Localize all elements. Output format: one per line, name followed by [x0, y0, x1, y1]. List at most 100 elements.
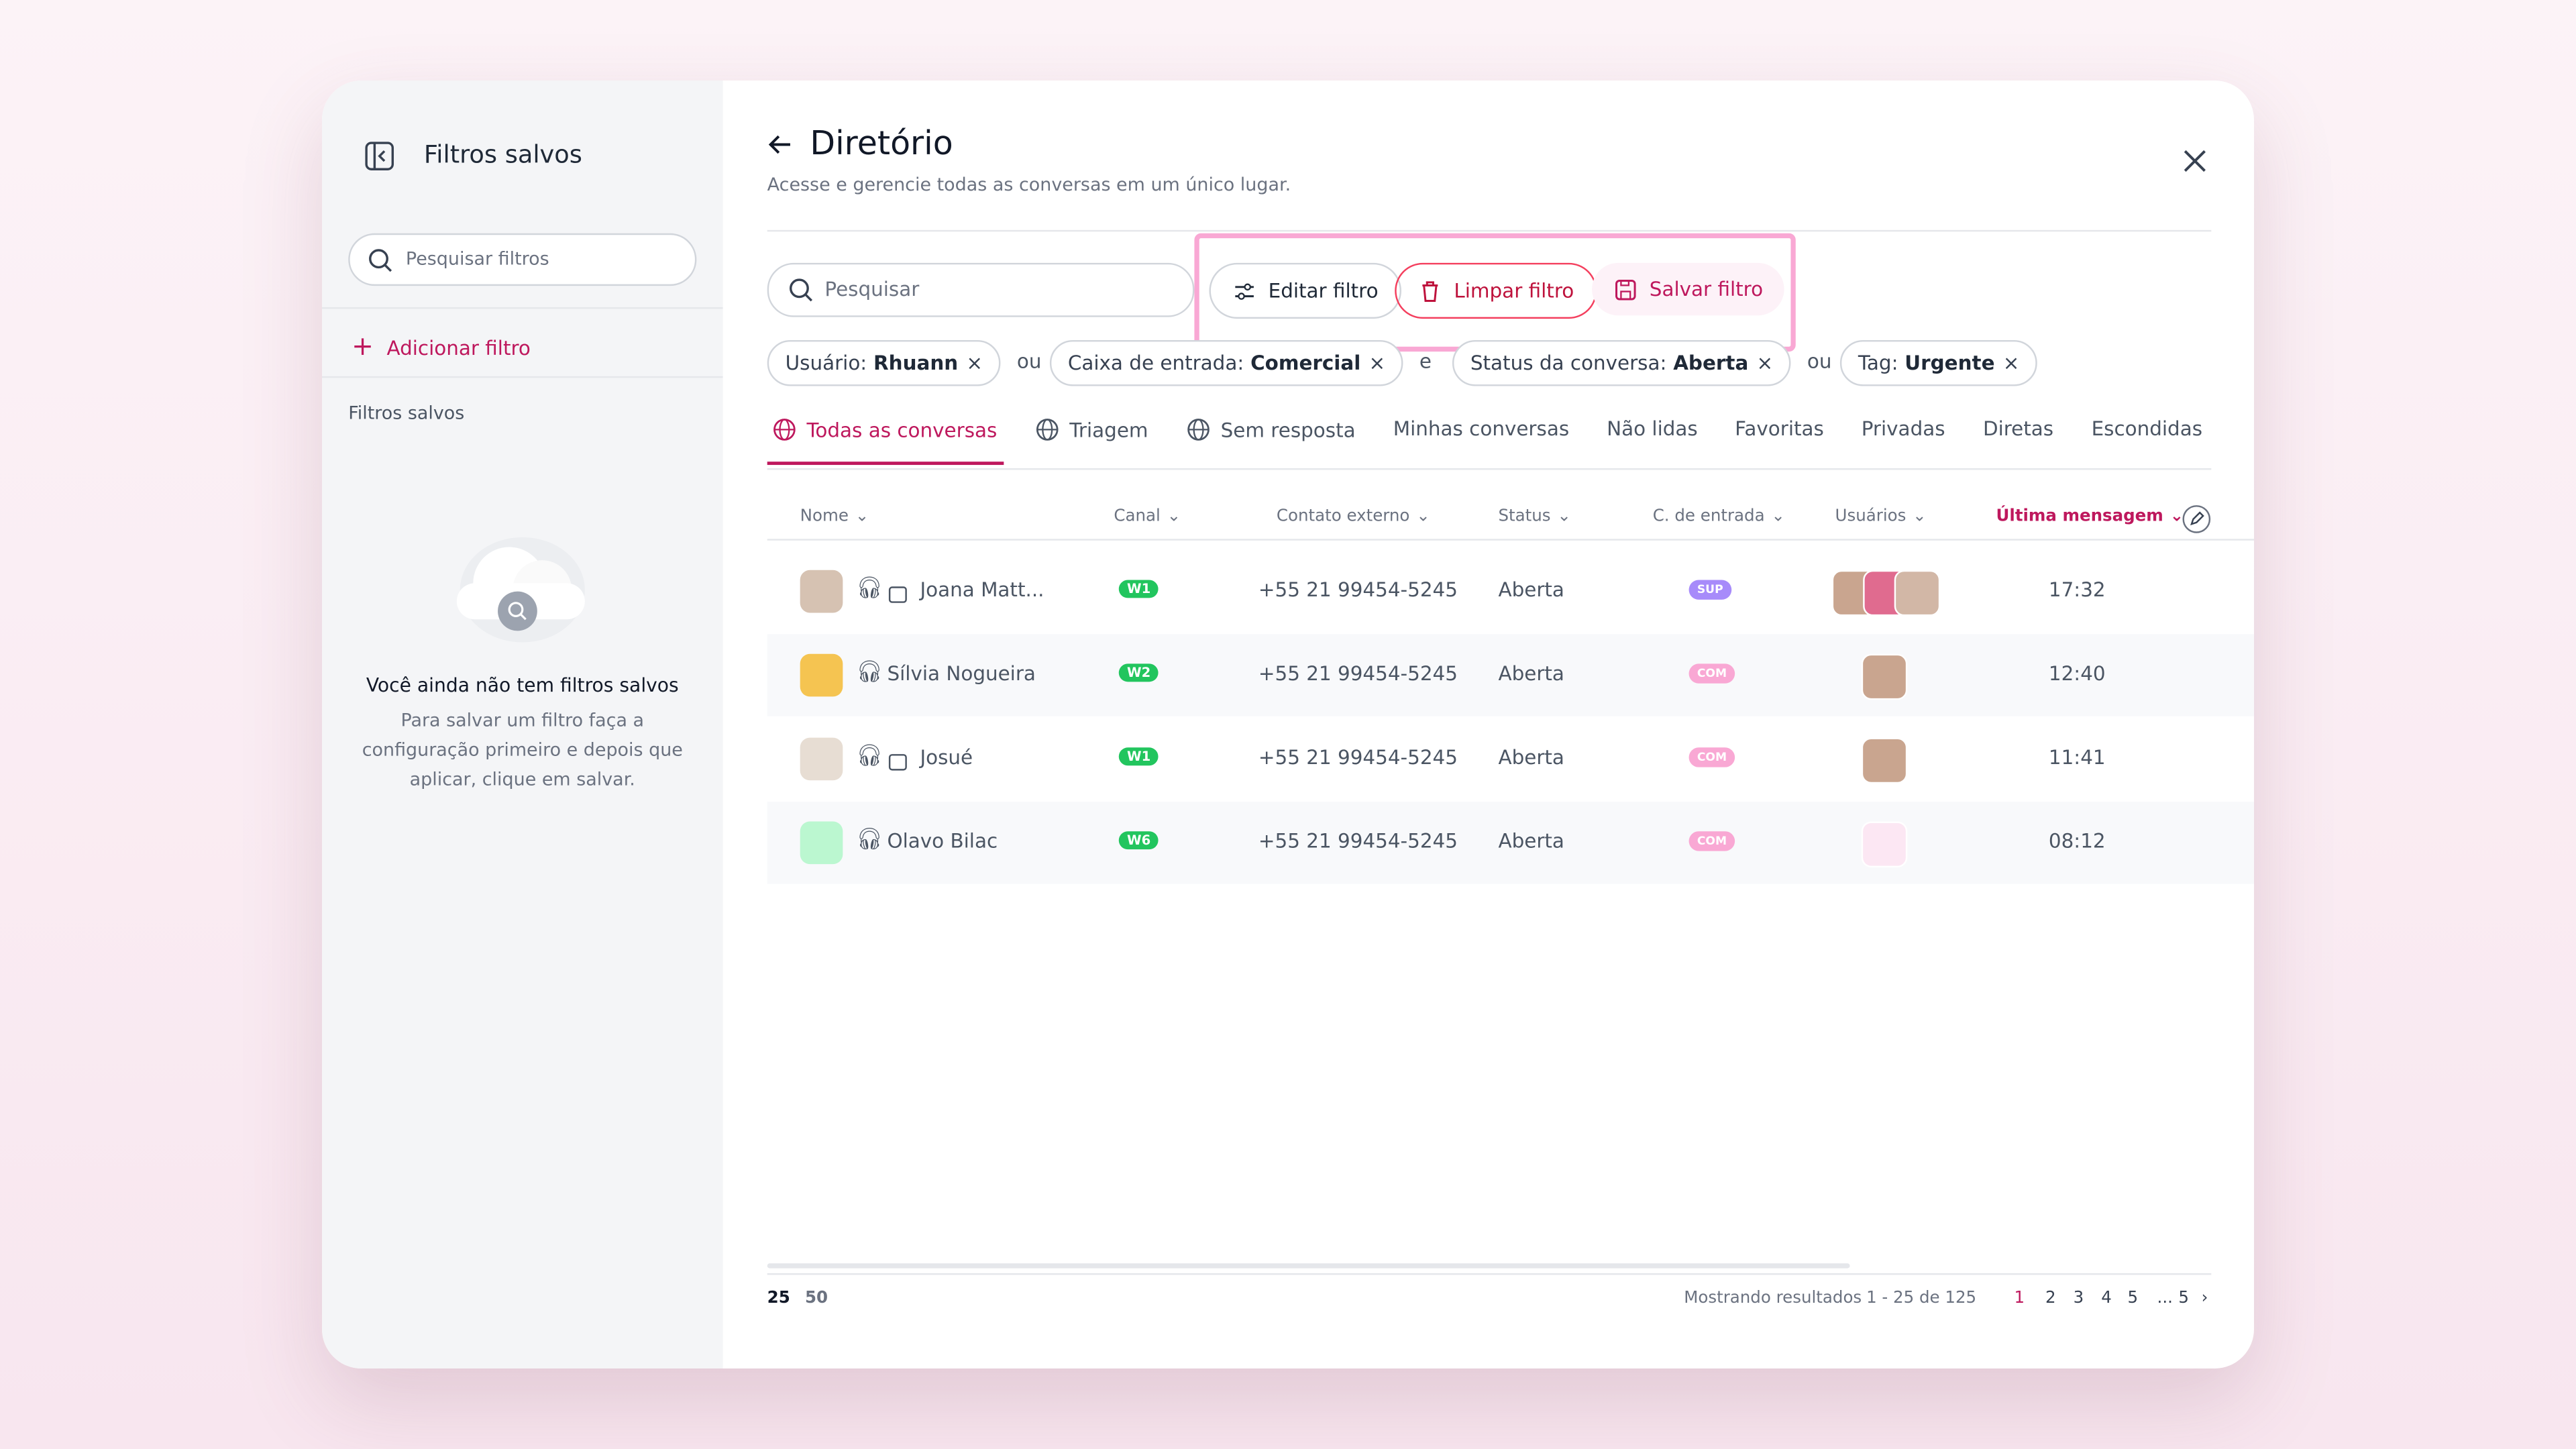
filter-value: Urgente: [1904, 352, 1995, 375]
tab[interactable]: Diretas: [1978, 417, 2060, 460]
channel-badge: W1: [1118, 580, 1159, 598]
avatar: [800, 570, 843, 613]
avatar: [800, 653, 843, 697]
page-link[interactable]: 3: [2073, 1289, 2084, 1308]
status: Aberta: [1498, 829, 1564, 853]
filter-value: Aberta: [1673, 352, 1749, 375]
column-label: Usuários: [1835, 507, 1907, 526]
action-label: Editar filtro: [1268, 279, 1379, 303]
collapse-icon[interactable]: [365, 142, 394, 171]
tab[interactable]: Favoritas: [1730, 417, 1831, 460]
channel-icon: 🎧︎: [855, 828, 883, 853]
page-size[interactable]: 50: [805, 1289, 828, 1308]
page-link[interactable]: 5: [2178, 1289, 2189, 1308]
row[interactable]: [767, 802, 2255, 884]
column-header[interactable]: C. de entrada ⌄: [1653, 508, 1785, 526]
phone: +55 21 99454-5245: [1258, 661, 1458, 686]
column-header[interactable]: Nome ⌄: [800, 508, 869, 526]
results-label: Mostrando resultados: [1684, 1289, 1862, 1308]
remove-icon[interactable]: ×: [1756, 352, 1774, 375]
tab-label: Minhas conversas: [1393, 417, 1570, 441]
action-button[interactable]: Salvar filtro: [1592, 262, 1784, 316]
status: Aberta: [1498, 745, 1564, 769]
tab[interactable]: Não lidas: [1602, 417, 1705, 460]
column-label: Última mensagem: [1996, 507, 2163, 526]
sidebar: Filtros salvos Pesquisar filtros + Adicio…: [322, 80, 723, 1369]
tab[interactable]: Escondidas: [2086, 417, 2209, 460]
phone: +55 21 99454-5245: [1258, 745, 1458, 769]
page-link[interactable]: ...: [2157, 1289, 2173, 1308]
filter-connector: e: [1419, 350, 1432, 373]
tab[interactable]: Privadas: [1856, 417, 1951, 460]
row[interactable]: [767, 718, 2255, 800]
column-header[interactable]: Contato externo ⌄: [1277, 508, 1430, 526]
remove-icon[interactable]: ×: [966, 352, 983, 375]
contact-name: Josué: [920, 745, 973, 769]
status: Aberta: [1498, 578, 1564, 602]
tab[interactable]: Sem resposta: [1181, 417, 1362, 462]
filter-chip[interactable]: Status da conversa: Aberta ×: [1452, 339, 1792, 386]
page-link[interactable]: 4: [2101, 1289, 2112, 1308]
filter-connector: ou: [1016, 350, 1042, 373]
lock-icon: [888, 754, 907, 771]
filter-value: Rhuann: [873, 352, 959, 375]
empty-illustration: [456, 537, 585, 643]
sort-icon: ⌄: [1557, 507, 1571, 526]
column-label: Contato externo: [1276, 507, 1410, 526]
tab-label: Privadas: [1861, 417, 1945, 441]
add-filter[interactable]: + Adicionar filtro: [352, 330, 531, 362]
tab[interactable]: Todas as conversas: [767, 417, 1004, 466]
tab[interactable]: Triagem: [1030, 417, 1155, 462]
filter-chip[interactable]: Usuário: Rhuann ×: [767, 339, 1002, 386]
tab-label: Escondidas: [2091, 417, 2203, 441]
avatar: [800, 821, 843, 865]
contact-name: Joana Matt...: [920, 578, 1044, 602]
section-label: Filtros salvos: [348, 402, 465, 424]
sort-icon: ⌄: [1167, 507, 1181, 526]
time: 12:40: [2048, 661, 2106, 686]
filter-chip[interactable]: Caixa de entrada: Comercial ×: [1049, 339, 1404, 386]
column-header[interactable]: Última mensagem ⌄: [1996, 508, 2184, 526]
page-size[interactable]: 25: [767, 1289, 790, 1308]
tab-label: Todas as conversas: [806, 418, 998, 441]
filter-connector: ou: [1807, 350, 1832, 373]
channel-badge: W1: [1118, 747, 1159, 766]
page-link[interactable]: 2: [2045, 1289, 2056, 1308]
filter-chip[interactable]: Tag: Urgente ×: [1839, 339, 2038, 386]
phone: +55 21 99454-5245: [1258, 578, 1458, 602]
action-button[interactable]: Limpar filtro: [1395, 262, 1597, 319]
column-header[interactable]: Canal ⌄: [1114, 508, 1181, 526]
sort-icon: ⌄: [2169, 507, 2184, 526]
add-filter-label: Adicionar filtro: [386, 337, 531, 360]
search[interactable]: Pesquisar: [767, 262, 1195, 317]
empty-text: Para salvar um filtro faça a configuraçã…: [362, 709, 683, 790]
action-button[interactable]: Editar filtro: [1209, 262, 1401, 319]
close-icon[interactable]: [2184, 150, 2206, 172]
time: 08:12: [2048, 829, 2106, 853]
tab-label: Não lidas: [1607, 417, 1698, 441]
placeholder: Pesquisar: [824, 277, 920, 301]
row[interactable]: [767, 634, 2255, 716]
column-header[interactable]: Status ⌄: [1498, 508, 1570, 526]
row[interactable]: [767, 550, 2255, 633]
next-page[interactable]: ›: [2201, 1289, 2208, 1308]
channel-badge: W2: [1118, 663, 1159, 682]
filter-search[interactable]: Pesquisar filtros: [348, 233, 697, 286]
user-avatar: [1861, 737, 1908, 784]
back-icon[interactable]: [767, 131, 794, 158]
inbox-badge: COM: [1688, 663, 1735, 684]
column-label: Canal: [1114, 507, 1161, 526]
page-link[interactable]: 1: [2014, 1289, 2025, 1308]
channel-icon: 🎧︎: [855, 576, 883, 602]
remove-icon[interactable]: ×: [2002, 352, 2020, 375]
time: 17:32: [2048, 578, 2106, 602]
contact-name: Olavo Bilac: [887, 829, 998, 853]
remove-icon[interactable]: ×: [1368, 352, 1386, 375]
column-header[interactable]: Usuários ⌄: [1835, 508, 1927, 526]
page-link[interactable]: 5: [2127, 1289, 2139, 1308]
edit-columns[interactable]: [2182, 504, 2211, 534]
tab[interactable]: Minhas conversas: [1388, 417, 1576, 460]
user-avatar: [1861, 821, 1908, 868]
main: Diretório Acesse e gerencie todas as con…: [723, 80, 2255, 1368]
